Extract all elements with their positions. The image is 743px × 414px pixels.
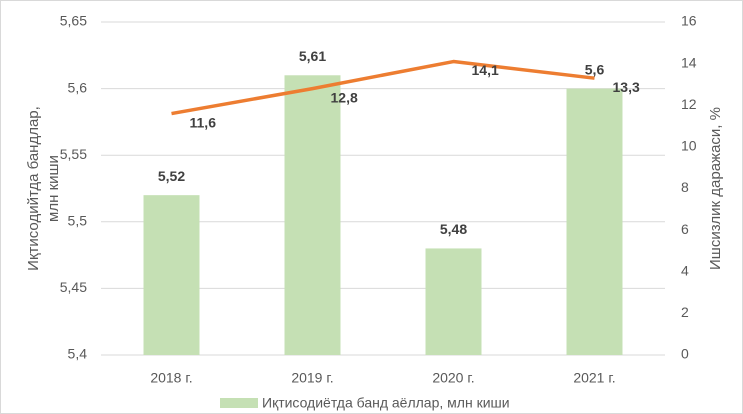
bar	[143, 195, 200, 355]
x-tick-label: 2021 г.	[573, 370, 615, 386]
y-tick-label: 5,5	[68, 213, 88, 229]
bar-value-label: 5,52	[158, 168, 185, 184]
y-tick-label: 5,4	[68, 346, 88, 362]
x-tick-label: 2018 г.	[150, 370, 192, 386]
y-tick-label: 5,65	[60, 13, 87, 29]
bar	[566, 88, 623, 355]
y2-tick-label: 8	[681, 179, 689, 195]
line-value-label: 11,6	[190, 114, 217, 130]
legend-label: Иқтисодиётда банд аёллар, млн киши	[262, 395, 510, 411]
y2-tick-label: 10	[681, 138, 697, 154]
y2-tick-label: 2	[681, 304, 689, 320]
y2-tick-label: 12	[681, 96, 697, 112]
y2-axis-title: Ишсизлик даражаси, %	[707, 107, 724, 270]
y2-tick-label: 0	[681, 346, 689, 362]
legend-swatch	[220, 398, 258, 408]
y2-tick-label: 6	[681, 221, 689, 237]
line-value-label: 12,8	[331, 89, 358, 105]
y2-tick-label: 16	[681, 13, 697, 29]
bar	[284, 75, 341, 355]
y-tick-label: 5,55	[60, 146, 87, 162]
line-value-label: 13,3	[613, 79, 640, 95]
line	[171, 59, 595, 116]
line-value-label: 14,1	[472, 62, 499, 78]
x-tick-label: 2020 г.	[432, 370, 474, 386]
y-axis-title: Иқтисодийтда бандлар,	[25, 106, 42, 271]
x-tick-label: 2019 г.	[291, 370, 333, 386]
bar	[425, 248, 482, 355]
bar-value-label: 5,6	[585, 61, 605, 77]
y-tick-label: 5,45	[60, 279, 87, 295]
bar-value-label: 5,48	[440, 221, 467, 237]
y2-tick-label: 4	[681, 262, 689, 278]
y-axis-title: млн киши	[45, 155, 62, 222]
y-tick-label: 5,6	[68, 79, 88, 95]
y2-tick-label: 14	[681, 54, 697, 70]
bar-value-label: 5,61	[299, 48, 326, 64]
